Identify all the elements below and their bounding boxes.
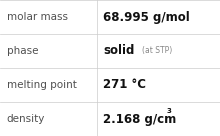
Text: solid: solid bbox=[103, 44, 135, 58]
Text: 3: 3 bbox=[166, 108, 171, 114]
Text: phase: phase bbox=[7, 46, 38, 56]
Text: (at STP): (at STP) bbox=[142, 47, 172, 55]
Text: 68.995 g/mol: 68.995 g/mol bbox=[103, 10, 190, 24]
Text: 271 °C: 271 °C bbox=[103, 78, 146, 92]
Text: melting point: melting point bbox=[7, 80, 77, 90]
Text: density: density bbox=[7, 114, 45, 124]
Text: 2.168 g/cm: 2.168 g/cm bbox=[103, 112, 177, 126]
Text: molar mass: molar mass bbox=[7, 12, 68, 22]
